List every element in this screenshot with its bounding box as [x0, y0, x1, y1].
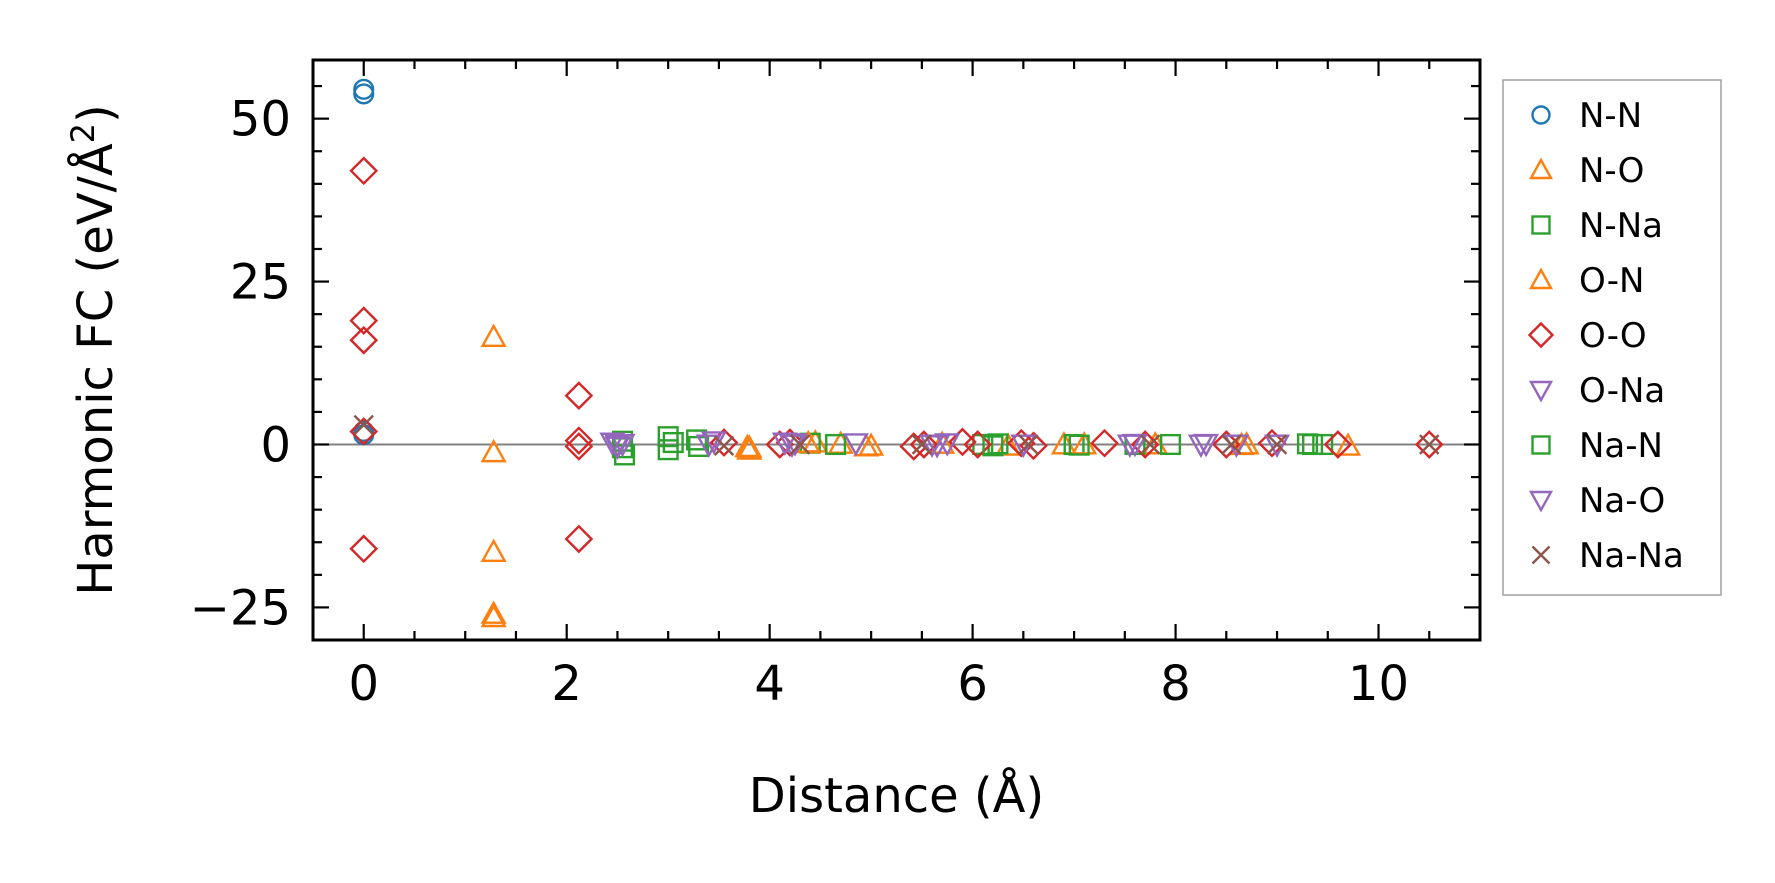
y-tick-label: 50 — [230, 92, 291, 148]
data-point-o-na-14 — [1264, 434, 1291, 458]
data-point-o-na-9 — [934, 433, 961, 457]
legend-label-o-na: O-Na — [1579, 371, 1665, 411]
data-point-o-o-7 — [564, 432, 594, 461]
x-axis-label: Distance (Å) — [749, 767, 1044, 824]
data-point-na-o-3 — [1121, 433, 1149, 458]
data-point-o-o-0 — [349, 156, 379, 186]
y-axis-label-superscript: 2 — [64, 123, 102, 143]
legend-marker-o-o — [1527, 321, 1555, 349]
data-point-n-o-2 — [480, 538, 507, 563]
data-point-o-o-23 — [1414, 430, 1444, 459]
data-point-o-o-12 — [899, 432, 929, 461]
data-point-o-o-22 — [1323, 430, 1353, 459]
axes-frame — [311, 58, 1482, 642]
data-point-na-na-3 — [911, 434, 933, 455]
x-tick-label: 2 — [551, 656, 582, 712]
data-point-na-na-7 — [1266, 434, 1288, 455]
data-point-o-o-4 — [349, 534, 379, 564]
data-point-o-o-15 — [963, 430, 993, 459]
legend-label-o-o: O-O — [1579, 316, 1647, 356]
data-point-o-o-6 — [564, 426, 594, 455]
x-tick-label: 0 — [348, 656, 379, 712]
data-point-n-na-15 — [1312, 433, 1334, 456]
data-point-n-n-0 — [353, 78, 375, 100]
x-tick-label: 6 — [957, 656, 988, 712]
data-point-n-na-13 — [1159, 433, 1182, 456]
legend-label-na-n: Na-N — [1579, 426, 1663, 466]
x-tick-label: 4 — [754, 656, 785, 712]
data-point-na-n-2 — [1068, 434, 1090, 456]
data-point-o-n-4 — [1233, 431, 1260, 455]
legend-marker-n-o — [1528, 157, 1554, 180]
data-point-n-na-3 — [657, 426, 679, 448]
legend-marker-n-na — [1531, 215, 1551, 235]
plot-area — [313, 78, 1480, 628]
legend-marker-n-n — [1531, 105, 1551, 125]
data-point-n-o-0 — [480, 323, 507, 347]
data-point-o-o-13 — [909, 430, 939, 459]
legend-label-na-o: Na-O — [1579, 481, 1665, 521]
y-tick-label: −25 — [190, 580, 291, 636]
data-point-na-na-5 — [1140, 434, 1161, 455]
data-point-o-na-3 — [695, 434, 722, 458]
x-tick-label: 8 — [1160, 656, 1191, 712]
data-point-o-na-7 — [842, 433, 869, 457]
data-point-na-n-1 — [982, 435, 1004, 457]
data-point-o-o-1 — [349, 306, 379, 336]
y-axis-label-main: Harmonic FC (eV/Å — [67, 143, 124, 596]
data-point-na-o-4 — [1192, 433, 1220, 458]
data-point-o-o-21 — [1257, 428, 1287, 458]
data-point-n-na-8 — [825, 433, 847, 456]
legend: N-N N-O N-Na O-N O-O O-Na Na-N Na-O Na-Na — [1502, 79, 1722, 596]
legend-marker-o-n — [1528, 267, 1554, 290]
y-axis-label: Harmonic FC (eV/Å2) — [64, 104, 124, 596]
legend-label-na-na: Na-Na — [1579, 536, 1684, 576]
data-point-n-na-4 — [657, 439, 679, 461]
data-point-n-o-15 — [1335, 432, 1362, 456]
data-point-na-na-2 — [789, 434, 811, 455]
data-point-n-o-4 — [480, 603, 507, 628]
data-point-na-na-8 — [1419, 434, 1440, 455]
legend-marker-o-na — [1528, 380, 1554, 403]
data-point-o-n-0 — [736, 434, 763, 458]
data-point-o-o-3 — [349, 417, 379, 446]
data-point-o-o-18 — [1090, 428, 1119, 458]
legend-label-o-n: O-N — [1579, 261, 1644, 301]
data-point-o-o-2 — [349, 325, 379, 355]
legend-label-n-o: N-O — [1579, 151, 1644, 191]
data-point-o-o-8 — [564, 524, 594, 554]
y-tick-label: 0 — [260, 417, 291, 473]
data-point-na-na-0 — [353, 414, 374, 436]
x-tick-label: 10 — [1348, 656, 1409, 712]
y-tick-label: 25 — [230, 255, 291, 311]
data-point-na-n-0 — [662, 431, 684, 454]
data-point-n-o-10 — [929, 430, 956, 454]
legend-marker-na-n — [1531, 435, 1551, 455]
data-point-na-o-0 — [604, 434, 631, 458]
legend-label-n-na: N-Na — [1579, 206, 1663, 246]
legend-marker-na-o — [1528, 490, 1554, 513]
data-point-na-na-1 — [713, 435, 735, 456]
data-point-o-n-3 — [1071, 431, 1098, 455]
data-point-na-o-2 — [924, 435, 951, 459]
y-axis-label-close: ) — [68, 104, 124, 123]
legend-label-n-n: N-N — [1579, 96, 1642, 136]
data-point-o-na-0 — [599, 432, 626, 457]
data-point-o-n-2 — [858, 432, 885, 456]
data-point-n-o-1 — [480, 438, 507, 463]
axes: 0 2 4 6 8 10 −25 0 25 50 — [190, 58, 1482, 712]
data-point-na-na-4 — [1018, 434, 1039, 455]
data-point-n-o-3 — [480, 600, 507, 624]
legend-marker-na-na — [1531, 545, 1551, 565]
data-point-o-o-5 — [564, 381, 594, 410]
data-point-n-o-8 — [827, 430, 854, 454]
data-point-na-n-3 — [1296, 433, 1319, 455]
data-point-na-na-6 — [1221, 434, 1242, 455]
data-point-n-n-1 — [353, 83, 375, 105]
